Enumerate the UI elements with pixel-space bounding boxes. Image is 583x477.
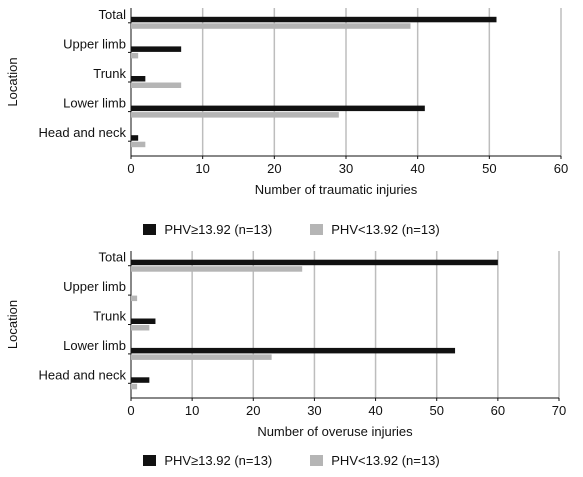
chart0-x-tick-label-20: 20 [267,161,281,176]
chart0-bar-upper-limb-series-1 [131,52,139,59]
chart0-category-label-upper-limb: Upper limb [63,36,126,51]
legend-swatch-phv-low [310,454,324,466]
chart0-category-label-trunk: Trunk [93,66,126,81]
chart1-x-tick-label-60: 60 [491,403,505,418]
legend-item-phv-high: PHV≥13.92 (n=13) [143,222,272,237]
chart1-x-tick-label-50: 50 [429,403,443,418]
legend-swatch-phv-low [310,223,324,235]
overuse-injuries-plot: 0 10 20 30 40 50 60 70 Total Upper limb Trunk Lower… [5,250,566,439]
chart1-bar-lower-limb-series-0 [131,347,456,354]
traumatic-injuries-plot: 0 10 20 30 40 50 60 Total Upper limb Trunk Lower l… [5,7,568,197]
legend-item-phv-low: PHV<13.92 (n=13) [310,221,440,237]
chart0-category-label-head-and-neck: Head and neck [39,125,127,140]
traumatic-legend: PHV≥13.92 (n=13) PHV<13.92 (n=13) [0,218,583,240]
chart1-bar-head-and-neck-series-0 [131,377,150,383]
chart1-x-tick-label-20: 20 [246,403,260,418]
chart1-category-label-lower-limb: Lower limb [63,338,126,353]
legend-swatch-phv-high [143,454,157,466]
chart0-x-tick-label-50: 50 [482,161,496,176]
legend-item-phv-low: PHV<13.92 (n=13) [310,452,440,468]
chart0-x-axis-title: Number of traumatic injuries [255,182,418,197]
chart1-bar-trunk-series-0 [131,318,156,324]
traumatic-injuries-chart: 0 10 20 30 40 50 60 Total Upper limb Trunk Lower l… [0,0,583,238]
chart1-bar-trunk-series-1 [131,325,150,331]
legend-label-phv-high: PHV≥13.92 (n=13) [164,221,273,237]
chart1-x-tick-label-30: 30 [307,403,321,418]
chart1-x-tick-label-10: 10 [185,403,199,418]
overuse-legend: PHV≥13.92 (n=13) PHV<13.92 (n=13) [0,449,583,471]
chart0-x-tick-label-60: 60 [554,161,568,176]
chart0-y-axis-title: Location [5,57,20,106]
chart0-x-tick-label-10: 10 [195,161,209,176]
chart1-bar-lower-limb-series-1 [131,354,272,360]
chart1-category-label-head-and-neck: Head and neck [39,367,127,382]
chart1-bar-head-and-neck-series-1 [131,383,138,390]
chart0-bar-head-and-neck-series-1 [131,141,146,148]
chart0-bar-upper-limb-series-0 [131,46,182,52]
legend-label-phv-low: PHV<13.92 (n=13) [331,221,440,237]
chart0-x-tick-label-30: 30 [339,161,353,176]
chart0-bar-head-and-neck-series-0 [131,135,139,141]
legend-swatch-phv-high [143,223,157,235]
chart1-x-tick-label-40: 40 [368,403,382,418]
chart1-category-label-total: Total [99,250,127,265]
chart0-bar-total-series-1 [131,23,411,29]
chart0-bar-lower-limb-series-0 [131,105,425,112]
legend-label-phv-low: PHV<13.92 (n=13) [331,452,440,468]
chart0-bar-total-series-0 [131,16,497,23]
overuse-injuries-chart: 0 10 20 30 40 50 60 70 Total Upper limb Trunk Lower… [0,238,583,477]
legend-label-phv-high: PHV≥13.92 (n=13) [164,452,273,468]
chart1-category-label-upper-limb: Upper limb [63,279,126,294]
chart1-x-tick-label-0: 0 [127,403,134,418]
chart0-x-tick-label-40: 40 [410,161,424,176]
chart0-bar-trunk-series-1 [131,82,182,88]
chart1-category-label-trunk: Trunk [93,309,126,324]
chart0-bar-trunk-series-0 [131,76,146,82]
chart1-bar-total-series-1 [131,266,303,272]
chart0-category-label-lower-limb: Lower limb [63,96,126,111]
chart1-x-tick-label-70: 70 [552,403,566,418]
chart1-x-axis-title: Number of overuse injuries [257,424,413,439]
chart1-bar-total-series-0 [131,259,498,266]
chart0-bar-lower-limb-series-1 [131,112,339,118]
chart1-bar-upper-limb-series-1 [131,295,138,302]
chart1-y-axis-title: Location [5,300,20,349]
legend-item-phv-high: PHV≥13.92 (n=13) [143,453,272,468]
chart0-x-tick-label-0: 0 [127,161,134,176]
chart0-category-label-total: Total [99,7,127,22]
